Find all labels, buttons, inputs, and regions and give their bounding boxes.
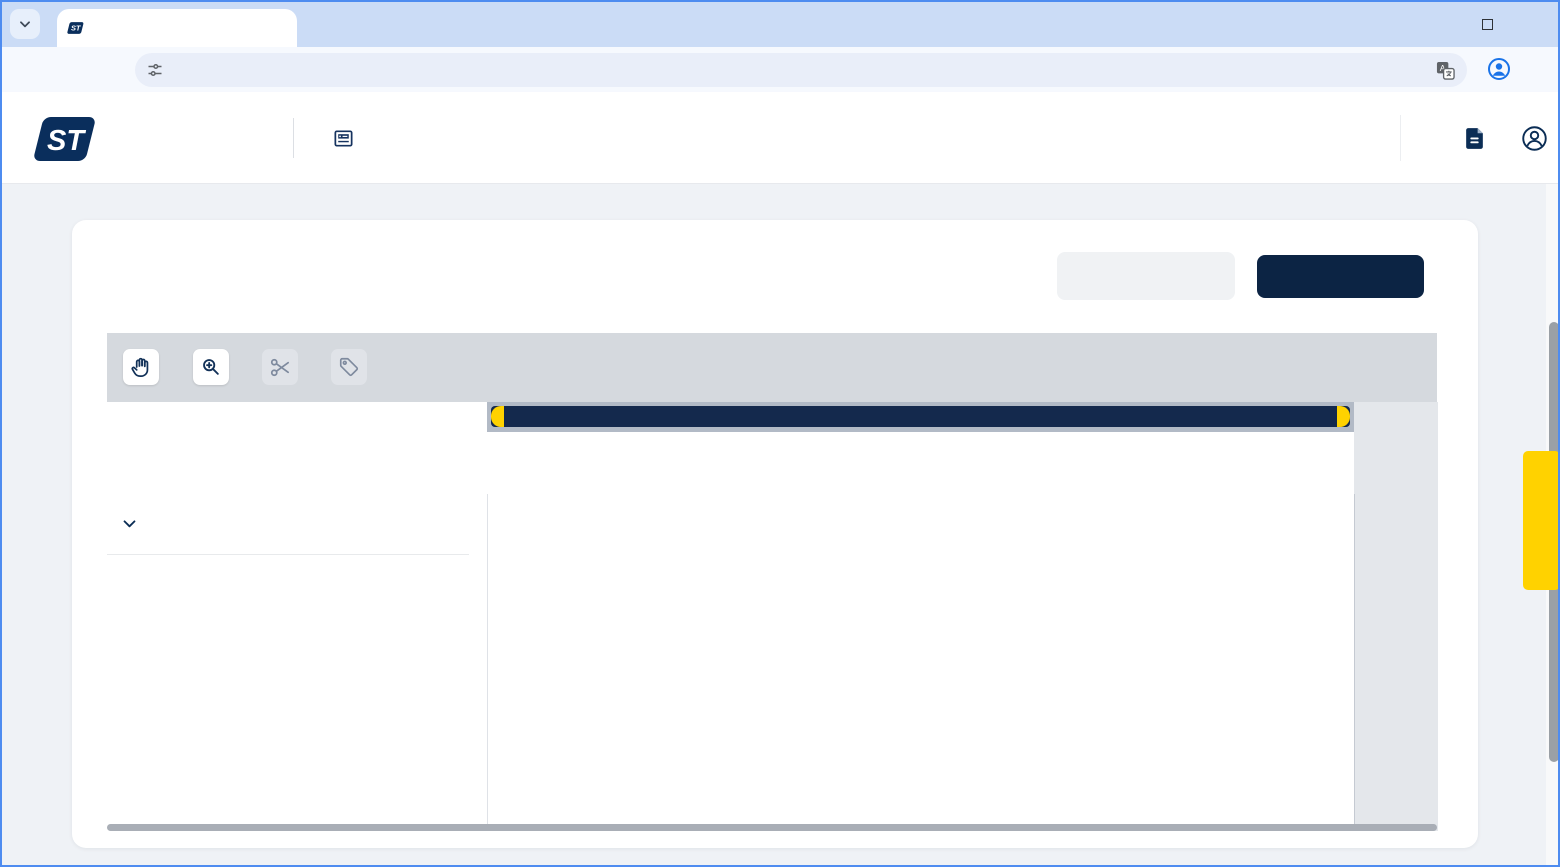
- header-right-divider: [1400, 115, 1401, 161]
- label-tool-button[interactable]: [331, 349, 367, 385]
- profile-avatar[interactable]: [1487, 57, 1511, 86]
- slider-bar[interactable]: [491, 406, 1350, 427]
- browser-toolbar: A: [2, 47, 1558, 92]
- browser-tab[interactable]: ST: [57, 9, 297, 47]
- tab-search-button[interactable]: [10, 9, 40, 39]
- document-icon: [1462, 126, 1487, 151]
- chart-toolbar: [107, 333, 1437, 402]
- header-divider: [293, 118, 294, 158]
- slider-handle-left[interactable]: [491, 406, 504, 427]
- tag-icon: [338, 356, 360, 378]
- magnifier-plus-icon: [200, 356, 222, 378]
- maximize-icon: [1482, 19, 1493, 30]
- selection-class: [1417, 358, 1423, 377]
- window-maximize-button[interactable]: [1472, 14, 1502, 34]
- documentation-button[interactable]: [1462, 126, 1487, 156]
- site-header: ST: [2, 92, 1558, 184]
- project-examples-icon: [332, 127, 355, 150]
- cut-tool-button[interactable]: [262, 349, 298, 385]
- legend-divider: [107, 554, 469, 555]
- nav-item-project-examples[interactable]: [332, 92, 366, 184]
- y-axis-column: [1354, 402, 1438, 831]
- svg-text:ST: ST: [71, 24, 82, 33]
- translate-icon[interactable]: A: [1436, 61, 1455, 80]
- avatar-icon: [1487, 57, 1511, 81]
- url-bar[interactable]: A: [135, 53, 1467, 87]
- timeline-slider[interactable]: [487, 402, 1354, 432]
- selection-duration: [1365, 358, 1371, 377]
- selection-start: [1261, 358, 1267, 377]
- add-new-chart-button[interactable]: [1257, 255, 1424, 298]
- tab-strip: ST: [2, 2, 1558, 47]
- legend: [107, 494, 487, 824]
- scissors-icon: [269, 356, 292, 379]
- chart-plot: [487, 494, 1354, 824]
- waveform-canvas: [488, 494, 1355, 824]
- pan-tool-button[interactable]: [123, 349, 159, 385]
- collapse-chevron-icon: [121, 515, 138, 532]
- page-content: [2, 184, 1558, 867]
- selection-stop: [1313, 358, 1319, 377]
- st-favicon: ST: [67, 21, 84, 35]
- card: [72, 220, 1478, 848]
- browser-window: ST A ST: [0, 0, 1560, 867]
- selection-info: [1261, 333, 1423, 402]
- chevron-down-icon: [18, 17, 32, 31]
- feedback-button[interactable]: [1523, 451, 1560, 590]
- site-info-icon[interactable]: [147, 62, 163, 78]
- chart-horizontal-scrollbar[interactable]: [107, 824, 1437, 831]
- time-ruler: [487, 432, 1354, 494]
- zoom-tool-button[interactable]: [193, 349, 229, 385]
- st-logo: ST: [30, 114, 100, 164]
- account-icon: [1521, 125, 1548, 152]
- legend-group-header[interactable]: [107, 506, 487, 540]
- rearrange-charts-button[interactable]: [1057, 252, 1235, 300]
- account-button[interactable]: [1521, 125, 1548, 157]
- svg-text:ST: ST: [47, 125, 86, 157]
- hand-icon: [130, 356, 153, 379]
